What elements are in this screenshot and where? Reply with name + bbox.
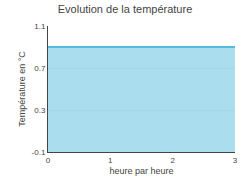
- svg-text:Evolution de la température: Evolution de la température: [58, 3, 193, 15]
- svg-text:0.3: 0.3: [34, 106, 46, 115]
- svg-text:2: 2: [170, 156, 175, 165]
- svg-text:Température en °C: Température en °C: [17, 51, 27, 127]
- svg-text:3: 3: [233, 156, 238, 165]
- svg-text:1.1: 1.1: [34, 22, 46, 31]
- svg-text:0: 0: [46, 156, 51, 165]
- svg-text:1: 1: [108, 156, 113, 165]
- svg-text:heure par heure: heure par heure: [109, 166, 173, 176]
- svg-text:0.7: 0.7: [34, 64, 46, 73]
- svg-text:-0.1: -0.1: [32, 148, 46, 157]
